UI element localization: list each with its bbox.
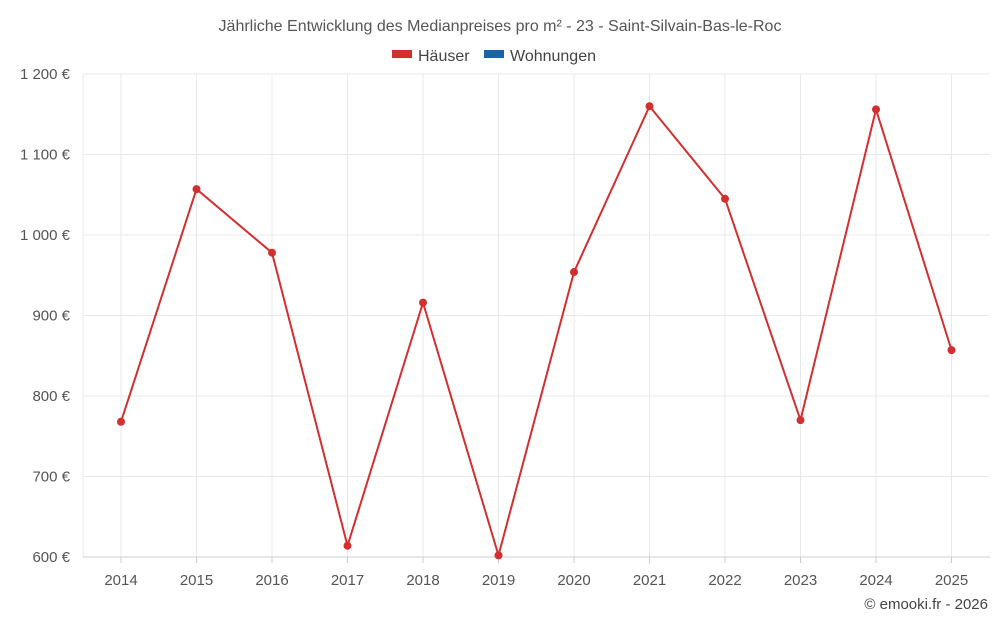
x-tick-label: 2023 [784,572,817,589]
data-point[interactable] [872,105,880,114]
x-tick-label: 2016 [255,572,288,589]
chart-title: Jährliche Entwicklung des Medianpreises … [219,18,782,35]
y-tick-label: 900 € [32,308,70,325]
data-point[interactable] [268,248,276,257]
x-tick-label: 2017 [331,572,364,589]
legend: Häuser Wohnungen [392,48,596,65]
x-tick-label: 2022 [708,572,741,589]
data-point[interactable] [192,185,201,194]
series-points-haeuser [117,102,956,560]
data-point[interactable] [645,102,654,111]
data-point[interactable] [947,346,956,355]
x-tick-label: 2021 [633,572,666,589]
x-tick-label: 2025 [935,572,968,589]
y-axis-ticks: 600 € 700 € 800 € 900 € 1 000 € 1 100 € 1 200 … [20,66,71,566]
legend-item-haeuser[interactable]: Häuser [392,48,470,65]
y-tick-label: 600 € [32,549,70,566]
data-point[interactable] [796,416,805,425]
data-point[interactable] [570,268,578,277]
legend-label-haeuser: Häuser [418,48,470,65]
data-point[interactable] [494,551,503,560]
data-point[interactable] [343,541,352,550]
x-gridlines [82,74,952,557]
x-tick-label: 2024 [859,572,892,589]
y-tick-label: 1 000 € [20,227,71,244]
x-tick-label: 2019 [482,572,515,589]
legend-item-wohnungen[interactable]: Wohnungen [484,48,596,65]
data-point[interactable] [117,417,125,426]
data-point[interactable] [721,194,729,203]
legend-swatch-wohnungen [484,50,504,58]
x-tick-label: 2020 [557,572,590,589]
y-tick-label: 800 € [32,388,70,405]
credit-text: © emooki.fr - 2026 [864,596,988,613]
x-axis-ticks: 2014 2015 2016 2017 2018 2019 2020 2021 2022 2023… [104,557,968,589]
x-tick-label: 2015 [180,572,213,589]
legend-swatch-haeuser [392,50,412,58]
y-gridlines [83,73,990,477]
x-tick-label: 2018 [406,572,439,589]
legend-label-wohnungen: Wohnungen [510,48,596,65]
y-tick-label: 1 200 € [20,66,71,83]
x-tick-label: 2014 [104,572,137,589]
y-tick-label: 1 100 € [20,147,71,164]
series-line-haeuser [120,104,953,560]
data-point[interactable] [419,298,427,307]
y-tick-label: 700 € [32,469,70,486]
